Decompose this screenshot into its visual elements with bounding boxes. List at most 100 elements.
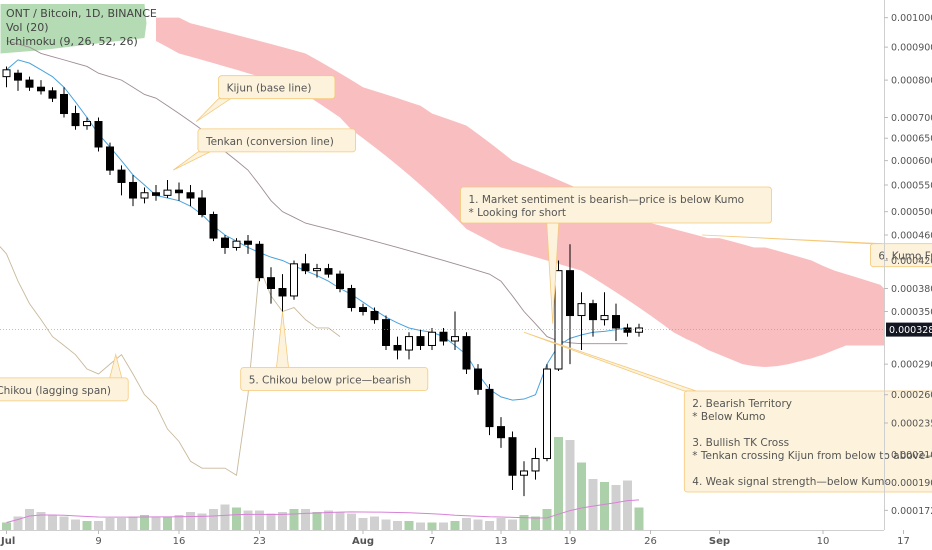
volume-bar bbox=[611, 485, 621, 530]
y-tick-label: 0.0001900 bbox=[891, 478, 932, 489]
candle-body bbox=[359, 307, 367, 313]
y-tick-label: 0.0003800 bbox=[891, 284, 932, 295]
candle-body bbox=[370, 311, 379, 321]
volume-bar bbox=[358, 518, 368, 530]
candle-body bbox=[198, 197, 206, 215]
annotation-tenkan: Tenkan (conversion line) bbox=[173, 128, 356, 171]
volume-bar bbox=[140, 515, 149, 530]
candle-body bbox=[71, 113, 80, 127]
volume-bar bbox=[324, 510, 333, 530]
volume-bar bbox=[485, 521, 494, 530]
y-tick-label: 0.0010000 bbox=[891, 13, 932, 24]
annotation-note1: 1. Market sentiment is bearish—price is … bbox=[460, 186, 772, 324]
candle-body bbox=[152, 192, 160, 196]
volume-bar bbox=[381, 519, 391, 530]
volume-bar bbox=[370, 516, 379, 530]
candle-body bbox=[439, 331, 448, 342]
candle-body bbox=[129, 181, 137, 199]
volume-bar bbox=[25, 509, 34, 530]
volume-bar bbox=[623, 480, 632, 530]
candle-body bbox=[589, 303, 597, 321]
candle-body bbox=[106, 146, 114, 171]
y-tick-label: 0.0009000 bbox=[891, 43, 932, 54]
last-price-label: 0.0003281 bbox=[889, 325, 932, 336]
y-tick-label: 0.0007000 bbox=[891, 113, 932, 124]
candle-bullish bbox=[290, 260, 298, 300]
candle-bearish bbox=[301, 253, 310, 275]
annotation-text: 2. Bearish Territory bbox=[692, 398, 792, 410]
volume-bar bbox=[278, 512, 287, 530]
candle-body bbox=[48, 90, 57, 99]
candle-body bbox=[635, 327, 643, 333]
candle-bearish bbox=[347, 284, 356, 312]
x-tick-label: Jul bbox=[0, 536, 15, 547]
candle-body bbox=[209, 213, 218, 239]
candle-bearish bbox=[382, 315, 390, 351]
legend-ichimoku[interactable]: Ichimoku (9, 26, 52, 26) bbox=[6, 35, 138, 48]
candle-body bbox=[163, 189, 172, 196]
candle-bearish bbox=[106, 142, 114, 175]
candle-bearish bbox=[589, 299, 597, 337]
candle-bullish bbox=[140, 187, 149, 204]
x-tick-label: 7 bbox=[429, 536, 435, 547]
x-tick-label: 26 bbox=[644, 536, 657, 547]
volume-bar bbox=[209, 509, 218, 530]
volume-bar bbox=[255, 510, 264, 530]
candle-bearish bbox=[129, 174, 137, 207]
candle-body bbox=[531, 458, 540, 472]
volume-bar bbox=[473, 519, 483, 530]
volume-bar bbox=[220, 504, 230, 530]
volume-bar bbox=[59, 516, 69, 530]
candle-body bbox=[313, 268, 321, 272]
annotation-pointer bbox=[109, 353, 123, 379]
x-tick-label: 9 bbox=[95, 536, 101, 547]
candle-body bbox=[60, 93, 68, 115]
candle-bearish bbox=[267, 267, 275, 304]
annotation-text: 5. Chikou below price—bearish bbox=[249, 375, 411, 387]
candle-bearish bbox=[612, 303, 620, 342]
legend-volume[interactable]: Vol (20) bbox=[6, 21, 49, 34]
x-tick-label: 19 bbox=[564, 536, 577, 547]
volume-bar bbox=[197, 513, 207, 530]
annotation-text: * Below Kumo bbox=[692, 411, 765, 423]
candle-body bbox=[451, 336, 459, 342]
volume-bar bbox=[232, 507, 241, 530]
candle-body bbox=[117, 169, 126, 183]
kijun-line bbox=[6, 40, 628, 345]
legend-symbol[interactable]: ONT / Bitcoin, 1D, BINANCE bbox=[6, 7, 157, 20]
candle-bearish bbox=[221, 235, 229, 254]
candle-bearish bbox=[244, 235, 252, 254]
candle-body bbox=[405, 336, 413, 351]
annotation-box bbox=[683, 390, 932, 493]
candle-body bbox=[37, 86, 45, 92]
candle-body bbox=[566, 270, 574, 317]
volume-bar bbox=[393, 521, 402, 530]
volume-bar bbox=[301, 509, 310, 530]
volume-bar bbox=[542, 509, 552, 530]
annotation-box bbox=[218, 75, 336, 100]
candle-bullish bbox=[83, 117, 91, 130]
annotation-box bbox=[460, 186, 772, 224]
candle-body bbox=[577, 303, 586, 317]
candle-bearish bbox=[393, 336, 402, 360]
y-tick-label: 0.0002350 bbox=[891, 419, 932, 430]
volume-bar bbox=[243, 510, 253, 530]
chikou-line bbox=[0, 246, 341, 476]
annotation-box bbox=[197, 128, 356, 153]
candle-bearish bbox=[25, 76, 34, 91]
candle-bearish bbox=[255, 241, 264, 282]
x-axis[interactable]: Jul91623Aug7131926Sep101724 bbox=[0, 530, 932, 547]
volume-bar bbox=[335, 512, 345, 530]
candle-body bbox=[623, 327, 632, 333]
candle-bearish bbox=[439, 327, 448, 346]
volume-bar bbox=[71, 519, 80, 530]
candle-body bbox=[485, 388, 494, 428]
candle-body bbox=[428, 331, 436, 346]
candle-bearish bbox=[508, 431, 517, 490]
volume-bar bbox=[266, 513, 276, 530]
candle-bullish bbox=[635, 323, 643, 337]
volume-bar bbox=[565, 440, 575, 530]
volume-bar bbox=[13, 516, 23, 530]
y-axis[interactable]: 0.0010000 0.0009000 0.0008000 0.0007000 0.00… bbox=[884, 13, 932, 517]
candle-bearish bbox=[71, 105, 80, 130]
